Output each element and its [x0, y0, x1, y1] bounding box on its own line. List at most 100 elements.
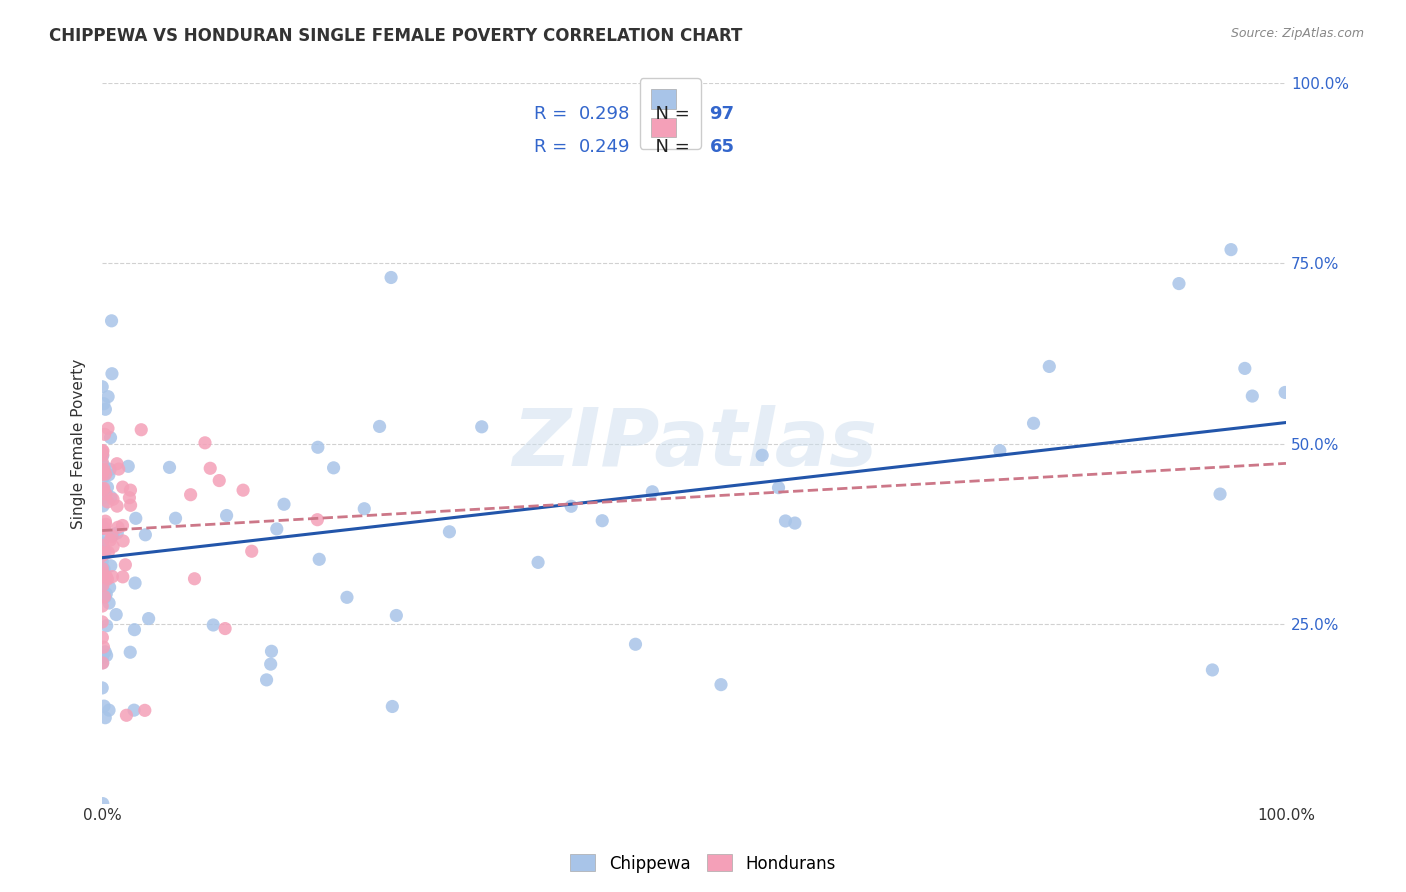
Point — [105, 499, 128, 513]
Point — [1209, 487, 1232, 501]
Point — [260, 644, 283, 658]
Point — [138, 611, 160, 625]
Point — [105, 607, 128, 622]
Point — [122, 703, 145, 717]
Point — [93, 521, 115, 535]
Point — [91, 448, 114, 462]
Point — [91, 483, 114, 497]
Point — [111, 570, 134, 584]
Point — [91, 465, 114, 479]
Point — [266, 522, 288, 536]
Point — [91, 443, 114, 458]
Point — [96, 572, 118, 586]
Point — [120, 498, 142, 512]
Point — [1022, 417, 1045, 431]
Point — [768, 481, 790, 495]
Point — [560, 500, 582, 514]
Point — [380, 270, 402, 285]
Point — [91, 538, 114, 552]
Point — [98, 462, 121, 476]
Point — [336, 591, 359, 605]
Text: 0.249: 0.249 — [579, 138, 631, 156]
Point — [91, 446, 114, 460]
Point — [94, 402, 117, 417]
Point — [273, 497, 295, 511]
Point — [91, 521, 114, 535]
Text: R =: R = — [534, 105, 574, 123]
Point — [91, 656, 114, 670]
Point — [98, 533, 121, 547]
Point — [527, 555, 550, 569]
Point — [96, 587, 118, 601]
Point — [159, 460, 181, 475]
Point — [194, 435, 217, 450]
Point — [97, 390, 120, 404]
Point — [232, 483, 254, 498]
Point — [98, 703, 121, 717]
Y-axis label: Single Female Poverty: Single Female Poverty — [72, 359, 86, 529]
Point — [91, 545, 114, 559]
Point — [308, 552, 330, 566]
Point — [91, 491, 114, 505]
Point — [100, 558, 122, 573]
Point — [124, 576, 146, 591]
Point — [260, 657, 283, 672]
Point — [101, 528, 124, 542]
Point — [97, 467, 120, 482]
Point — [134, 703, 156, 717]
Point — [439, 524, 461, 539]
Point — [471, 419, 494, 434]
Point — [93, 562, 115, 576]
Point — [256, 673, 278, 687]
Point — [94, 645, 117, 659]
Point — [96, 480, 118, 494]
Point — [1168, 277, 1191, 291]
Point — [91, 443, 114, 458]
Point — [202, 618, 225, 632]
Point — [322, 460, 344, 475]
Point — [94, 487, 117, 501]
Point — [98, 580, 121, 594]
Point — [111, 518, 134, 533]
Point — [94, 467, 117, 481]
Point — [1274, 385, 1296, 400]
Point — [240, 544, 263, 558]
Text: CHIPPEWA VS HONDURAN SINGLE FEMALE POVERTY CORRELATION CHART: CHIPPEWA VS HONDURAN SINGLE FEMALE POVER… — [49, 27, 742, 45]
Point — [91, 561, 114, 575]
Point — [91, 561, 114, 575]
Point — [91, 467, 114, 482]
Point — [101, 529, 124, 543]
Point — [91, 521, 114, 535]
Point — [180, 488, 202, 502]
Point — [988, 443, 1011, 458]
Point — [91, 569, 114, 583]
Point — [94, 591, 117, 605]
Point — [1233, 361, 1256, 376]
Point — [97, 545, 120, 559]
Point — [100, 490, 122, 504]
Point — [120, 645, 142, 659]
Point — [307, 440, 329, 454]
Point — [91, 380, 114, 394]
Point — [307, 513, 329, 527]
Point — [91, 631, 114, 645]
Point — [114, 558, 136, 572]
Point — [91, 554, 114, 568]
Point — [100, 314, 122, 328]
Point — [783, 516, 806, 530]
Point — [93, 481, 115, 495]
Point — [91, 462, 114, 476]
Point — [124, 623, 146, 637]
Point — [96, 618, 118, 632]
Text: R =: R = — [534, 138, 574, 156]
Point — [100, 431, 122, 445]
Point — [93, 640, 115, 654]
Point — [97, 421, 120, 435]
Point — [91, 549, 114, 563]
Point — [94, 569, 117, 583]
Point — [94, 543, 117, 558]
Legend: Chippewa, Hondurans: Chippewa, Hondurans — [564, 847, 842, 880]
Point — [93, 590, 115, 604]
Text: N =: N = — [644, 138, 696, 156]
Point — [200, 461, 222, 475]
